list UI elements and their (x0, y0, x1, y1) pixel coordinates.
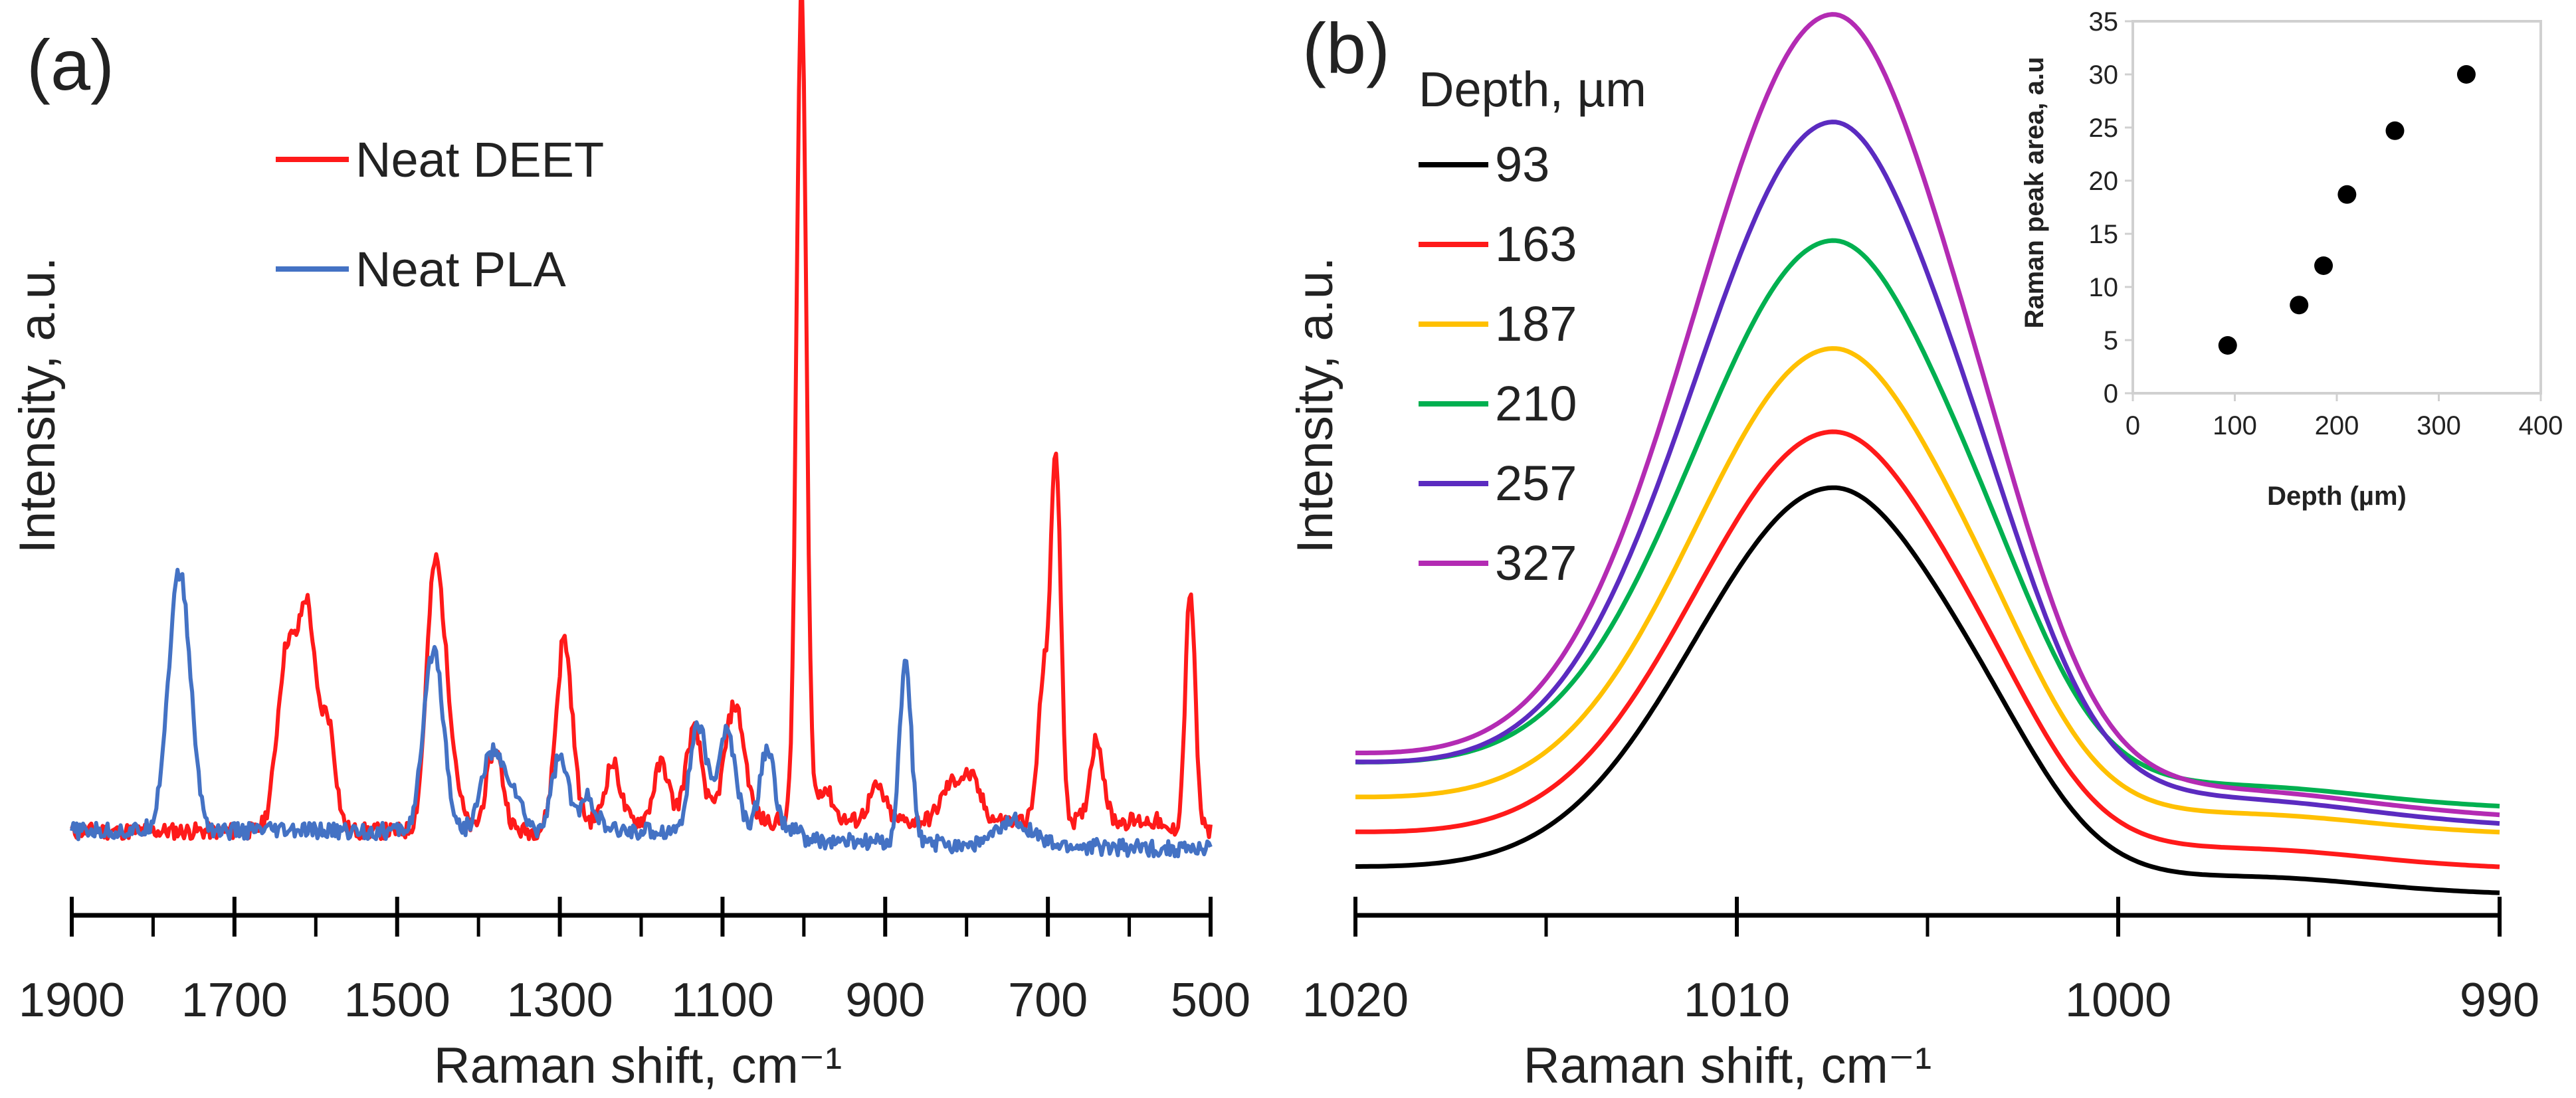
inset-chart: Raman peak area, a.u Depth (µm) 0 5 10 15 20… (2020, 7, 2563, 511)
legend-label-depth-210: 210 (1495, 376, 1577, 431)
inset-x-tick-label: 300 (2417, 411, 2461, 440)
inset-y-tick-label: 20 (2089, 167, 2119, 196)
inset-x-tick-label: 0 (2126, 411, 2140, 440)
inset-plot-frame (2131, 20, 2542, 395)
inset-point-depth-187 (2314, 256, 2333, 275)
panel-a-tick-label: 1500 (344, 974, 450, 1027)
panel-b-tick-label: 1010 (1684, 974, 1790, 1027)
inset-tick-labels: 0 5 10 15 20 25 30 35 0 100 200 300 400 (2089, 7, 2563, 440)
legend-label-neat-deet: Neat DEET (355, 132, 604, 187)
inset-point-depth-257 (2385, 121, 2405, 140)
panel-b-legend-title: Depth, µm (1419, 62, 1646, 117)
legend-label-depth-257: 257 (1495, 456, 1577, 511)
inset-y-tick-label: 30 (2089, 60, 2119, 90)
panel-a-tick-label: 1700 (181, 974, 288, 1027)
panel-b: (b) Intensity, a.u. Raman shift, cm⁻¹ 10… (1287, 8, 2539, 1094)
inset-y-axis-title: Raman peak area, a.u (2020, 56, 2049, 328)
panel-a-tick-label: 500 (1171, 974, 1250, 1027)
series-line-depth-327 (1355, 12, 2500, 818)
panel-a-x-tick-labels: 1900 1700 1500 1300 1100 900 700 500 (19, 974, 1250, 1027)
panel-b-series (1355, 12, 2500, 895)
series-line-neat-deet (70, 0, 1213, 842)
panel-a-x-ticks (70, 897, 1213, 937)
series-line-depth-187 (1355, 346, 2500, 835)
inset-y-tick-label: 10 (2089, 273, 2119, 302)
panel-a-series (70, 0, 1213, 859)
panel-a-tick-label: 900 (845, 974, 925, 1027)
legend-label-depth-187: 187 (1495, 296, 1577, 351)
inset-point-depth-93 (2218, 336, 2237, 355)
inset-x-axis-title: Depth (µm) (2267, 482, 2407, 511)
panel-b-y-axis-title: Intensity, a.u. (1287, 257, 1343, 553)
panel-b-tick-label: 1020 (1302, 974, 1409, 1027)
inset-x-tick-label: 100 (2213, 411, 2257, 440)
inset-y-tick-label: 15 (2089, 220, 2119, 249)
panel-b-tick-label: 1000 (2065, 974, 2171, 1027)
legend-label-depth-163: 163 (1495, 217, 1577, 272)
series-line-depth-210 (1355, 238, 2500, 809)
legend-label-neat-pla: Neat PLA (355, 242, 566, 297)
panel-b-x-ticks (1353, 897, 2502, 937)
panel-a-legend: Neat DEET Neat PLA (276, 132, 604, 297)
series-line-depth-93 (1355, 485, 2500, 895)
panel-a-y-axis-title: Intensity, a.u. (9, 257, 66, 553)
legend-label-depth-93: 93 (1495, 137, 1549, 192)
inset-y-tick-label: 35 (2089, 7, 2119, 37)
panel-a: (a) Intensity, a.u. Raman shift, cm⁻¹ 19… (9, 0, 1250, 1094)
inset-y-tick-label: 5 (2104, 326, 2118, 355)
inset-y-tick-label: 25 (2089, 114, 2119, 143)
inset-x-tick-label: 400 (2519, 411, 2563, 440)
panel-b-x-axis-title: Raman shift, cm⁻¹ (1524, 1038, 1932, 1094)
panel-b-tick-label: 990 (2460, 974, 2539, 1027)
legend-label-depth-327: 327 (1495, 535, 1577, 591)
inset-point-depth-210 (2337, 185, 2357, 204)
inset-point-depth-163 (2290, 296, 2309, 315)
series-line-neat-pla (70, 567, 1213, 859)
inset-ticks (2125, 20, 2542, 401)
series-line-depth-163 (1355, 429, 2500, 869)
panel-a-x-axis-title: Raman shift, cm⁻¹ (434, 1038, 842, 1094)
panel-a-tick-label: 1100 (671, 974, 774, 1027)
panel-b-x-tick-labels: 1020 1010 1000 990 (1302, 974, 2539, 1027)
panel-a-label: (a) (27, 25, 114, 105)
panel-a-tick-label: 700 (1008, 974, 1088, 1027)
panel-a-tick-label: 1900 (19, 974, 125, 1027)
inset-x-tick-label: 200 (2315, 411, 2359, 440)
series-line-depth-257 (1355, 120, 2500, 826)
inset-points (2218, 65, 2476, 355)
inset-y-tick-label: 0 (2104, 379, 2118, 409)
panel-b-label: (b) (1302, 8, 1390, 88)
inset-point-depth-327 (2456, 65, 2476, 84)
panel-a-tick-label: 1300 (506, 974, 613, 1027)
panel-b-legend: 93 163 187 210 257 327 (1419, 137, 1577, 591)
